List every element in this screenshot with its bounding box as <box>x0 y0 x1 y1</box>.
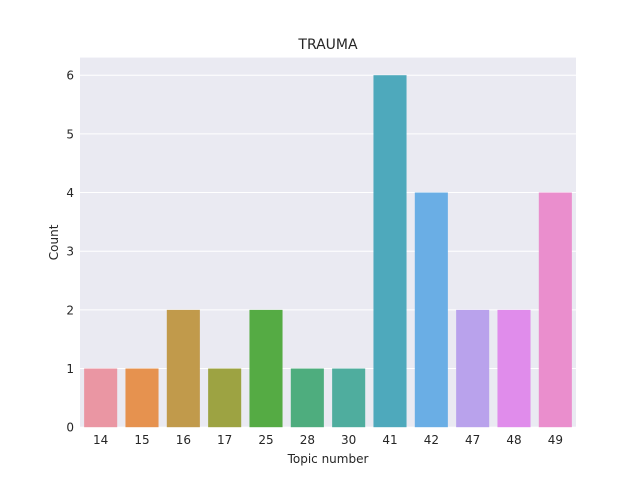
y-tick-label: 3 <box>66 245 74 259</box>
y-tick-label: 0 <box>66 421 74 435</box>
x-tick-label: 42 <box>424 433 439 447</box>
x-tick-labels: 14 15 16 17 25 28 30 41 42 47 48 49 <box>93 433 563 447</box>
bar-topic-47 <box>456 309 490 428</box>
x-tick-label: 49 <box>548 433 563 447</box>
bar-topic-25 <box>249 309 283 428</box>
bar-topic-16 <box>166 309 200 428</box>
x-tick-label: 14 <box>93 433 108 447</box>
x-tick-label: 47 <box>465 433 480 447</box>
y-axis-label: Count <box>47 224 61 260</box>
x-tick-label: 25 <box>258 433 273 447</box>
bar-topic-15 <box>125 368 159 428</box>
y-tick-label: 6 <box>66 69 74 83</box>
bar-topic-14 <box>84 368 118 428</box>
y-tick-label: 4 <box>66 186 74 200</box>
y-tick-label: 2 <box>66 303 74 317</box>
bars <box>84 75 572 428</box>
x-tick-label: 30 <box>341 433 356 447</box>
bar-topic-49 <box>538 192 572 428</box>
bar-topic-42 <box>414 192 448 428</box>
bar-topic-48 <box>497 309 531 428</box>
y-tick-labels: 0 1 2 3 4 5 6 <box>66 69 74 435</box>
x-axis-label: Topic number <box>287 452 369 466</box>
x-tick-label: 15 <box>134 433 149 447</box>
bar-topic-17 <box>208 368 242 428</box>
bar-topic-28 <box>290 368 324 428</box>
x-tick-label: 16 <box>176 433 191 447</box>
y-tick-label: 5 <box>66 127 74 141</box>
x-tick-label: 28 <box>300 433 315 447</box>
y-tick-label: 1 <box>66 362 74 376</box>
chart-title: TRAUMA <box>297 37 358 53</box>
bar-topic-30 <box>332 368 366 428</box>
x-tick-label: 17 <box>217 433 232 447</box>
bar-topic-41 <box>373 75 407 428</box>
x-tick-label: 48 <box>506 433 521 447</box>
x-tick-label: 41 <box>382 433 397 447</box>
plot-area <box>80 57 576 428</box>
grid-lines <box>80 74 576 428</box>
